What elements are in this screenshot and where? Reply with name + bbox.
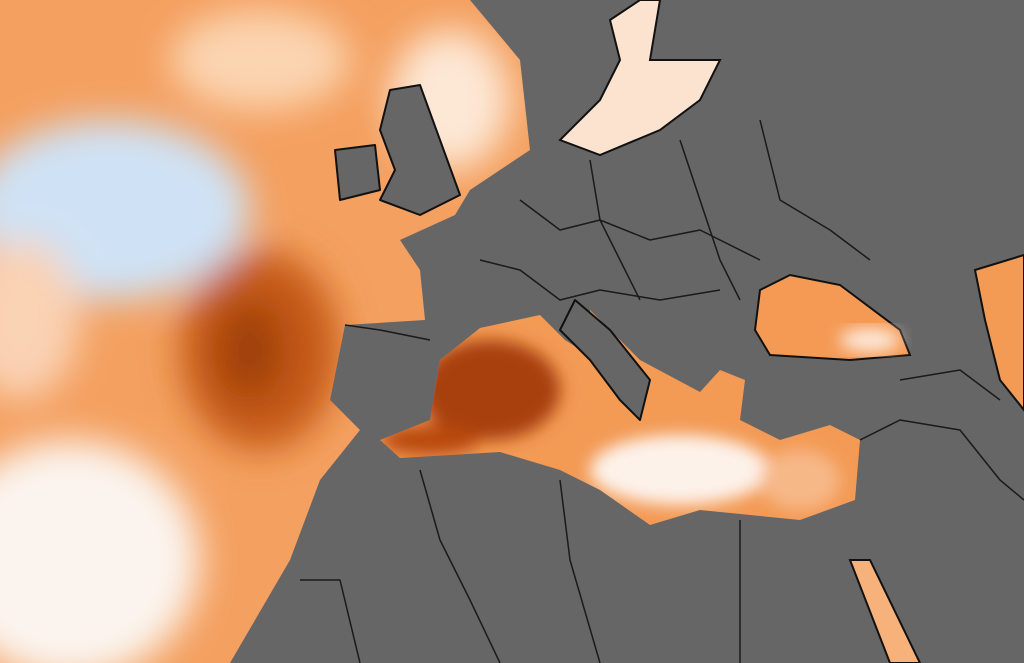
black-sea-highlight (840, 328, 900, 352)
red-sea (848, 559, 922, 663)
caspian-sea (973, 253, 1024, 412)
ireland (334, 144, 381, 201)
baltic-sea (558, 0, 722, 157)
great-britain (379, 84, 461, 216)
italy (559, 299, 651, 421)
country-borders (300, 119, 1024, 663)
